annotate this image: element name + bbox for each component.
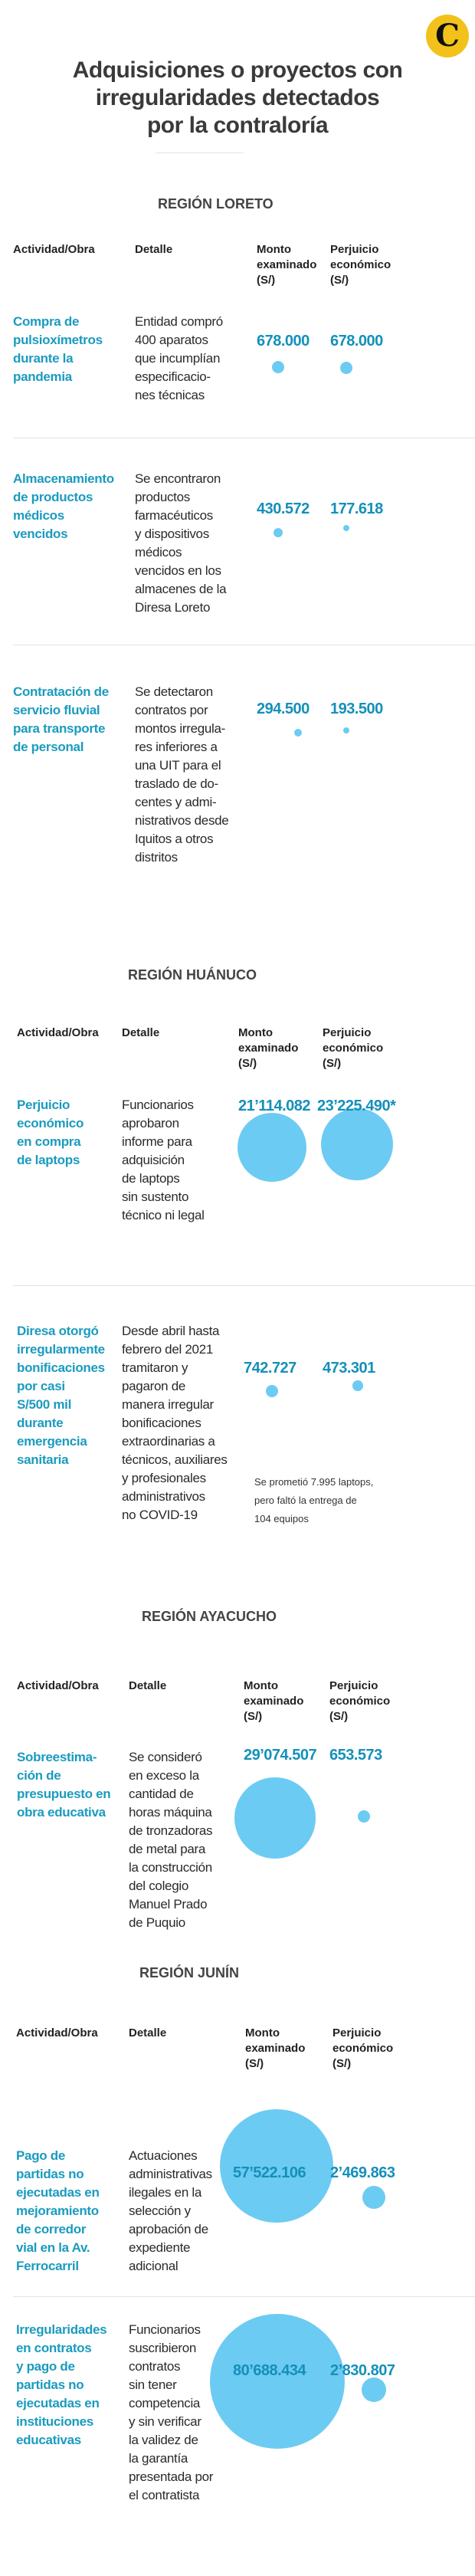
header-actividad: Actividad/Obra: [17, 1679, 99, 1692]
region-title: REGIÓN LORETO: [158, 196, 274, 212]
region-title: REGIÓN HUÁNUCO: [128, 967, 257, 983]
activity-name: Contratación de servicio fluvial para tr…: [13, 684, 109, 754]
header-monto-examinado: Monto examinado (S/): [257, 243, 317, 287]
activity-name: Compra de pulsioxímetros durante la pand…: [13, 314, 103, 384]
monto-examinado-value: 430.572: [257, 500, 310, 517]
header-monto-examinado: Monto examinado (S/): [238, 1026, 299, 1070]
activity-name: Sobreestima- ción de presupuesto en obra…: [17, 1750, 111, 1820]
perjuicio-bubble: [362, 2185, 386, 2210]
page-title: Adquisiciones o proyectos con irregulari…: [72, 57, 403, 138]
header-perjuicio-economico: Perjuicio económico (S/): [323, 1026, 384, 1070]
activity-name: Almacenamiento de productos médicos venc…: [13, 471, 114, 541]
perjuicio-bubble: [352, 1380, 363, 1391]
perjuicio-bubble: [361, 2377, 387, 2403]
monto-examinado-value: 29’074.507: [244, 1747, 317, 1764]
activity-detail: Se detectaron contratos por montos irreg…: [135, 684, 229, 865]
monto-bubble: [234, 1777, 316, 1859]
activity-name: Irregularidades en contratos y pago de p…: [16, 2322, 107, 2447]
monto-bubble: [219, 2108, 334, 2223]
row-divider: [13, 1285, 475, 1286]
activity-detail: Actuaciones administrativas ilegales en …: [129, 2148, 212, 2273]
activity-detail: Funcionarios aprobaron informe para adqu…: [122, 1098, 205, 1222]
row-divider: [13, 2296, 475, 2297]
header-detalle: Detalle: [122, 1026, 160, 1039]
monto-examinado-value: 57’522.106: [233, 2164, 306, 2181]
monto-examinado-value: 742.727: [244, 1360, 296, 1377]
perjuicio-bubble: [339, 361, 353, 375]
perjuicio-economico-value: 2’830.807: [330, 2362, 395, 2379]
perjuicio-economico-value: 177.618: [330, 500, 383, 517]
activity-detail: Entidad compró 400 aparatos que incumplí…: [135, 314, 223, 402]
header-perjuicio-economico: Perjuicio económico (S/): [329, 1679, 391, 1723]
activity-detail: Se consideró en exceso la cantidad de ho…: [129, 1750, 213, 1930]
monto-examinado-value: 21’114.082: [238, 1098, 311, 1114]
perjuicio-bubble: [320, 1108, 394, 1181]
header-monto-examinado: Monto examinado (S/): [245, 2026, 306, 2070]
perjuicio-economico-value: 473.301: [323, 1360, 375, 1377]
header-actividad: Actividad/Obra: [13, 243, 95, 256]
activity-detail: Se encontraron productos farmacéuticos y…: [135, 471, 227, 615]
header-actividad: Actividad/Obra: [17, 1026, 99, 1039]
perjuicio-economico-value: 678.000: [330, 333, 383, 349]
perjuicio-bubble: [358, 1810, 370, 1823]
monto-bubble: [237, 1112, 307, 1183]
header-perjuicio-economico: Perjuicio económico (S/): [330, 243, 391, 287]
header-detalle: Detalle: [135, 243, 173, 256]
monto-bubble: [209, 2313, 346, 2450]
monto-bubble: [293, 728, 303, 737]
perjuicio-bubble: [342, 524, 350, 532]
monto-bubble: [271, 360, 285, 374]
activity-name: Perjuicio económico en compra de laptops: [17, 1098, 84, 1167]
activity-detail: Desde abril hasta febrero del 2021 trami…: [122, 1324, 228, 1522]
monto-bubble: [265, 1384, 279, 1398]
region-title: REGIÓN AYACUCHO: [142, 1609, 277, 1624]
activity-name: Pago de partidas no ejecutadas en mejora…: [16, 2148, 100, 2273]
el-comercio-logo: C: [426, 15, 469, 57]
header-detalle: Detalle: [129, 2026, 167, 2039]
monto-examinado-value: 80’688.434: [233, 2362, 306, 2379]
perjuicio-economico-value: 193.500: [330, 701, 383, 717]
perjuicio-bubble: [342, 727, 350, 734]
monto-examinado-value: 294.500: [257, 701, 310, 717]
footnote: Se prometió 7.995 laptops, pero faltó la…: [254, 1476, 374, 1524]
activity-detail: Funcionarios suscribieron contratos sin …: [129, 2322, 214, 2502]
monto-examinado-value: 678.000: [257, 333, 310, 349]
monto-bubble: [273, 527, 283, 538]
perjuicio-economico-value: 23’225.490*: [317, 1098, 396, 1114]
perjuicio-economico-value: 653.573: [329, 1747, 382, 1764]
header-actividad: Actividad/Obra: [16, 2026, 98, 2039]
header-detalle: Detalle: [129, 1679, 167, 1692]
header-monto-examinado: Monto examinado (S/): [244, 1679, 304, 1723]
activity-name: Diresa otorgó irregularmente bonificacio…: [17, 1324, 105, 1467]
perjuicio-economico-value: 2’469.863: [330, 2164, 395, 2181]
header-perjuicio-economico: Perjuicio económico (S/): [332, 2026, 394, 2070]
region-title: REGIÓN JUNÍN: [139, 1965, 240, 1980]
